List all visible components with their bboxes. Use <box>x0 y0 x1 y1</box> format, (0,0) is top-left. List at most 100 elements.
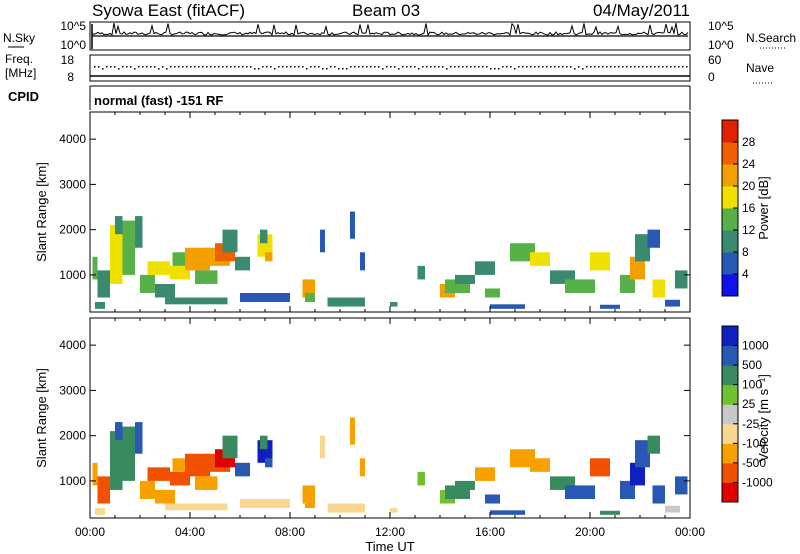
scatter-cell <box>475 467 495 481</box>
nave-dot <box>338 68 340 70</box>
sky-right-label: N.Search <box>746 31 796 45</box>
freq-left-tick-bottom: 8 <box>67 70 74 84</box>
colorbar-segment <box>722 345 738 366</box>
colorbar-tick-label: 24 <box>742 157 756 171</box>
nave-dot <box>238 66 240 68</box>
nave-dot <box>642 66 644 68</box>
x-tick-label: 12:00 <box>375 525 405 539</box>
scatter-cell <box>390 508 398 513</box>
scatter-cell <box>675 476 688 495</box>
nave-dot <box>270 66 272 68</box>
nave-dot <box>678 66 680 68</box>
colorbar-tick-label: -100 <box>742 436 766 450</box>
sky-line <box>91 22 689 37</box>
y-tick-label: 3000 <box>59 177 86 191</box>
nave-dot <box>190 66 192 68</box>
nave-dot <box>466 66 468 68</box>
scatter-cell <box>565 485 595 499</box>
nave-dot <box>674 66 676 68</box>
scatter-cell <box>92 256 98 280</box>
colorbar-tick-label: 16 <box>742 201 756 215</box>
nave-dot <box>486 66 488 68</box>
scatter-cell <box>600 510 620 515</box>
power-heatmap <box>92 211 688 309</box>
nave-dot <box>174 66 176 68</box>
nave-label: Nave <box>746 61 774 75</box>
nave-dot <box>658 66 660 68</box>
colorbar-tick-label: -25 <box>742 417 760 431</box>
scatter-cell <box>115 216 123 235</box>
nave-dot <box>218 66 220 68</box>
scatter-cell <box>305 292 315 303</box>
nave-dot <box>386 66 388 68</box>
nave-dot <box>382 68 384 70</box>
nave-dot <box>138 66 140 68</box>
cpid-label: CPID <box>8 89 39 104</box>
nave-dot <box>286 66 288 68</box>
nave-dot <box>430 66 432 68</box>
station-title: Syowa East (fitACF) <box>92 1 245 20</box>
nave-dot <box>450 66 452 68</box>
scatter-cell <box>240 292 290 303</box>
scatter-cell <box>600 304 620 309</box>
nave-dot <box>322 68 324 70</box>
scatter-cell <box>185 247 210 271</box>
velocity-panel-frame <box>89 317 691 519</box>
nave-dot <box>610 66 612 68</box>
nave-dot <box>666 66 668 68</box>
nave-dot <box>302 66 304 68</box>
scatter-cell <box>235 256 250 271</box>
scatter-cell <box>222 229 238 253</box>
nave-dot <box>314 66 316 68</box>
scatter-cell <box>155 283 175 298</box>
nave-dot <box>650 66 652 68</box>
nave-dot <box>510 66 512 68</box>
nave-dot <box>474 66 476 68</box>
nave-dot <box>566 66 568 68</box>
sky-left-label: N.Sky <box>3 31 35 45</box>
nave-dot <box>366 66 368 68</box>
nave-dot <box>570 66 572 68</box>
nave-dot <box>230 66 232 68</box>
nave-dot <box>542 66 544 68</box>
nave-dot <box>470 66 472 68</box>
power-colorbar-label: Power [dB] <box>756 176 771 240</box>
nave-dot <box>222 66 224 68</box>
scatter-cell <box>140 274 155 293</box>
nave-dot <box>278 66 280 68</box>
scatter-cell <box>165 503 228 511</box>
scatter-cell <box>122 426 135 481</box>
colorbar-segment <box>722 186 738 209</box>
nave-dot <box>282 66 284 68</box>
nave-dot <box>446 68 448 70</box>
colorbar-tick-label: 28 <box>742 135 756 149</box>
nave-dot <box>458 66 460 68</box>
colorbar-tick-label: 4 <box>742 267 749 281</box>
scatter-cell <box>475 261 495 275</box>
nave-dot <box>262 66 264 68</box>
colorbar-tick-label: -1000 <box>742 475 773 489</box>
scatter-cell <box>590 458 610 477</box>
scatter-cell <box>455 274 475 284</box>
nave-dot <box>394 66 396 68</box>
nave-dot <box>378 66 380 68</box>
nave-dots <box>94 66 688 70</box>
nave-dot <box>638 66 640 68</box>
scatter-cell <box>590 252 610 271</box>
nave-dot <box>170 66 172 68</box>
x-tick-label: 16:00 <box>475 525 505 539</box>
nave-dot <box>454 66 456 68</box>
scatter-cell <box>110 225 123 284</box>
scatter-cell <box>360 458 365 477</box>
scatter-cell <box>350 417 355 445</box>
nave-dot <box>106 66 108 68</box>
nave-dot <box>110 66 112 68</box>
nave-dot <box>122 66 124 68</box>
sky-panel-frame <box>89 21 691 51</box>
scatter-cell <box>635 440 650 468</box>
colorbar-tick-label: 20 <box>742 179 756 193</box>
nave-dot <box>418 68 420 70</box>
beam-title: Beam 03 <box>352 1 420 20</box>
nave-dot <box>514 68 516 70</box>
